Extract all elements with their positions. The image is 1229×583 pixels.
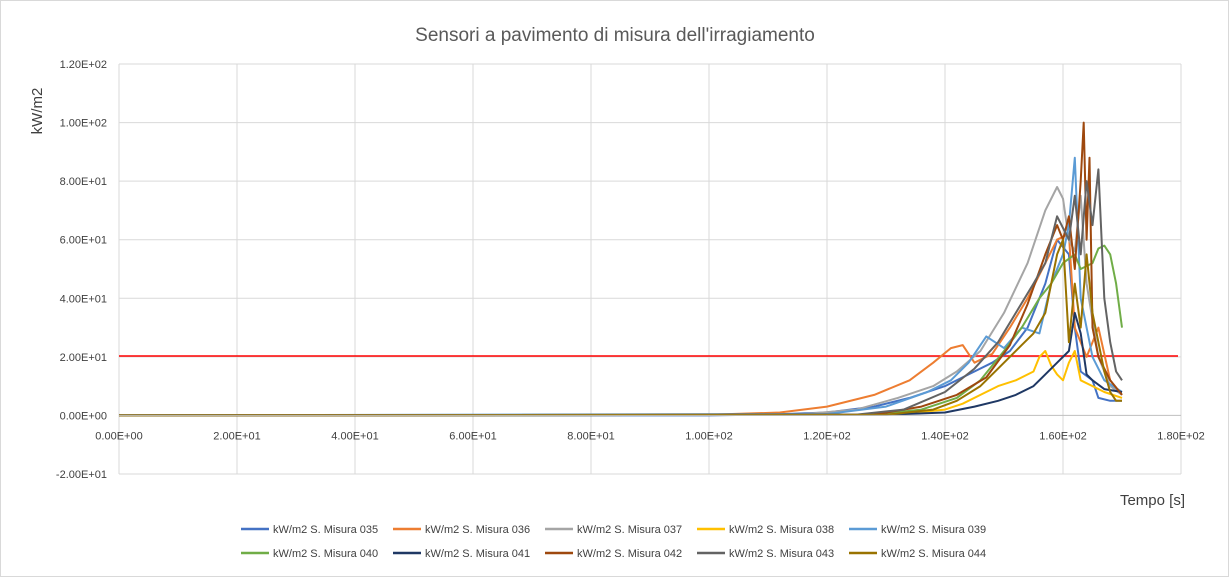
y-tick-label: -2.00E+01 bbox=[56, 469, 107, 481]
series-line-1 bbox=[119, 238, 1122, 417]
legend-item: kW/m2 S. Misura 044 bbox=[849, 548, 986, 560]
legend-label: kW/m2 S. Misura 044 bbox=[881, 548, 986, 560]
axis-layer: -2.00E+01 0.00E+00 2.00E+01 4.00E+01 6.00E+0… bbox=[56, 59, 1205, 481]
y-tick-label: 4.00E+01 bbox=[60, 293, 107, 305]
legend-label: kW/m2 S. Misura 039 bbox=[881, 524, 986, 536]
y-tick-label: 2.00E+01 bbox=[60, 352, 107, 364]
series-line-9 bbox=[118, 168, 1123, 417]
legend-item: kW/m2 S. Misura 042 bbox=[545, 548, 682, 560]
x-tick-label: 1.60E+02 bbox=[1039, 430, 1086, 442]
series-line-7 bbox=[118, 311, 1123, 417]
x-tick-label: 1.00E+02 bbox=[685, 430, 732, 442]
series-line-5 bbox=[118, 156, 1123, 417]
x-tick-label: 1.40E+02 bbox=[921, 430, 968, 442]
legend-label: kW/m2 S. Misura 037 bbox=[577, 524, 682, 536]
legend-label: kW/m2 S. Misura 035 bbox=[273, 524, 378, 536]
legend-label: kW/m2 S. Misura 036 bbox=[425, 524, 530, 536]
grid-layer bbox=[118, 63, 1182, 475]
legend-item: kW/m2 S. Misura 038 bbox=[697, 524, 834, 536]
x-tick-label: 2.00E+01 bbox=[213, 430, 260, 442]
x-tick-label: 1.80E+02 bbox=[1157, 430, 1204, 442]
y-tick-label: 1.00E+02 bbox=[60, 118, 107, 130]
series-line-6 bbox=[118, 244, 1123, 417]
x-tick-label: 1.20E+02 bbox=[803, 430, 850, 442]
legend-label: kW/m2 S. Misura 043 bbox=[729, 548, 834, 560]
y-tick-label: 8.00E+01 bbox=[60, 176, 107, 188]
x-tick-label: 6.00E+01 bbox=[449, 430, 496, 442]
y-axis-label: kW/m2 bbox=[29, 88, 46, 135]
series-line-10 bbox=[118, 238, 1122, 417]
legend-item: kW/m2 S. Misura 043 bbox=[697, 548, 834, 560]
legend-label: kW/m2 S. Misura 038 bbox=[729, 524, 834, 536]
chart-title: Sensori a pavimento di misura dell'irrag… bbox=[415, 25, 815, 46]
series-line-3 bbox=[118, 186, 1123, 417]
y-tick-label: 6.00E+01 bbox=[60, 235, 107, 247]
series-line-2 bbox=[118, 232, 1123, 417]
legend-item: kW/m2 S. Misura 039 bbox=[849, 524, 986, 536]
x-tick-label: 0.00E+00 bbox=[95, 430, 142, 442]
legend-item: kW/m2 S. Misura 040 bbox=[241, 548, 378, 560]
legend-item: kW/m2 S. Misura 037 bbox=[545, 524, 682, 536]
legend-label: kW/m2 S. Misura 042 bbox=[577, 548, 682, 560]
y-tick-label: 0.00E+00 bbox=[60, 410, 107, 422]
legend-label: kW/m2 S. Misura 040 bbox=[273, 548, 378, 560]
x-tick-label: 8.00E+01 bbox=[567, 430, 614, 442]
legend: kW/m2 S. Misura 035 kW/m2 S. Misura 036 kW… bbox=[241, 524, 986, 560]
x-tick-label: 4.00E+01 bbox=[331, 430, 378, 442]
legend-item: kW/m2 S. Misura 041 bbox=[393, 548, 530, 560]
legend-item: kW/m2 S. Misura 036 bbox=[393, 524, 530, 536]
legend-label: kW/m2 S. Misura 041 bbox=[425, 548, 530, 560]
series-line-4 bbox=[118, 350, 1123, 417]
series-layer bbox=[118, 121, 1123, 417]
legend-item: kW/m2 S. Misura 035 bbox=[241, 524, 378, 536]
y-tick-label: 1.20E+02 bbox=[60, 59, 107, 71]
x-axis-label: Tempo [s] bbox=[1120, 492, 1185, 509]
